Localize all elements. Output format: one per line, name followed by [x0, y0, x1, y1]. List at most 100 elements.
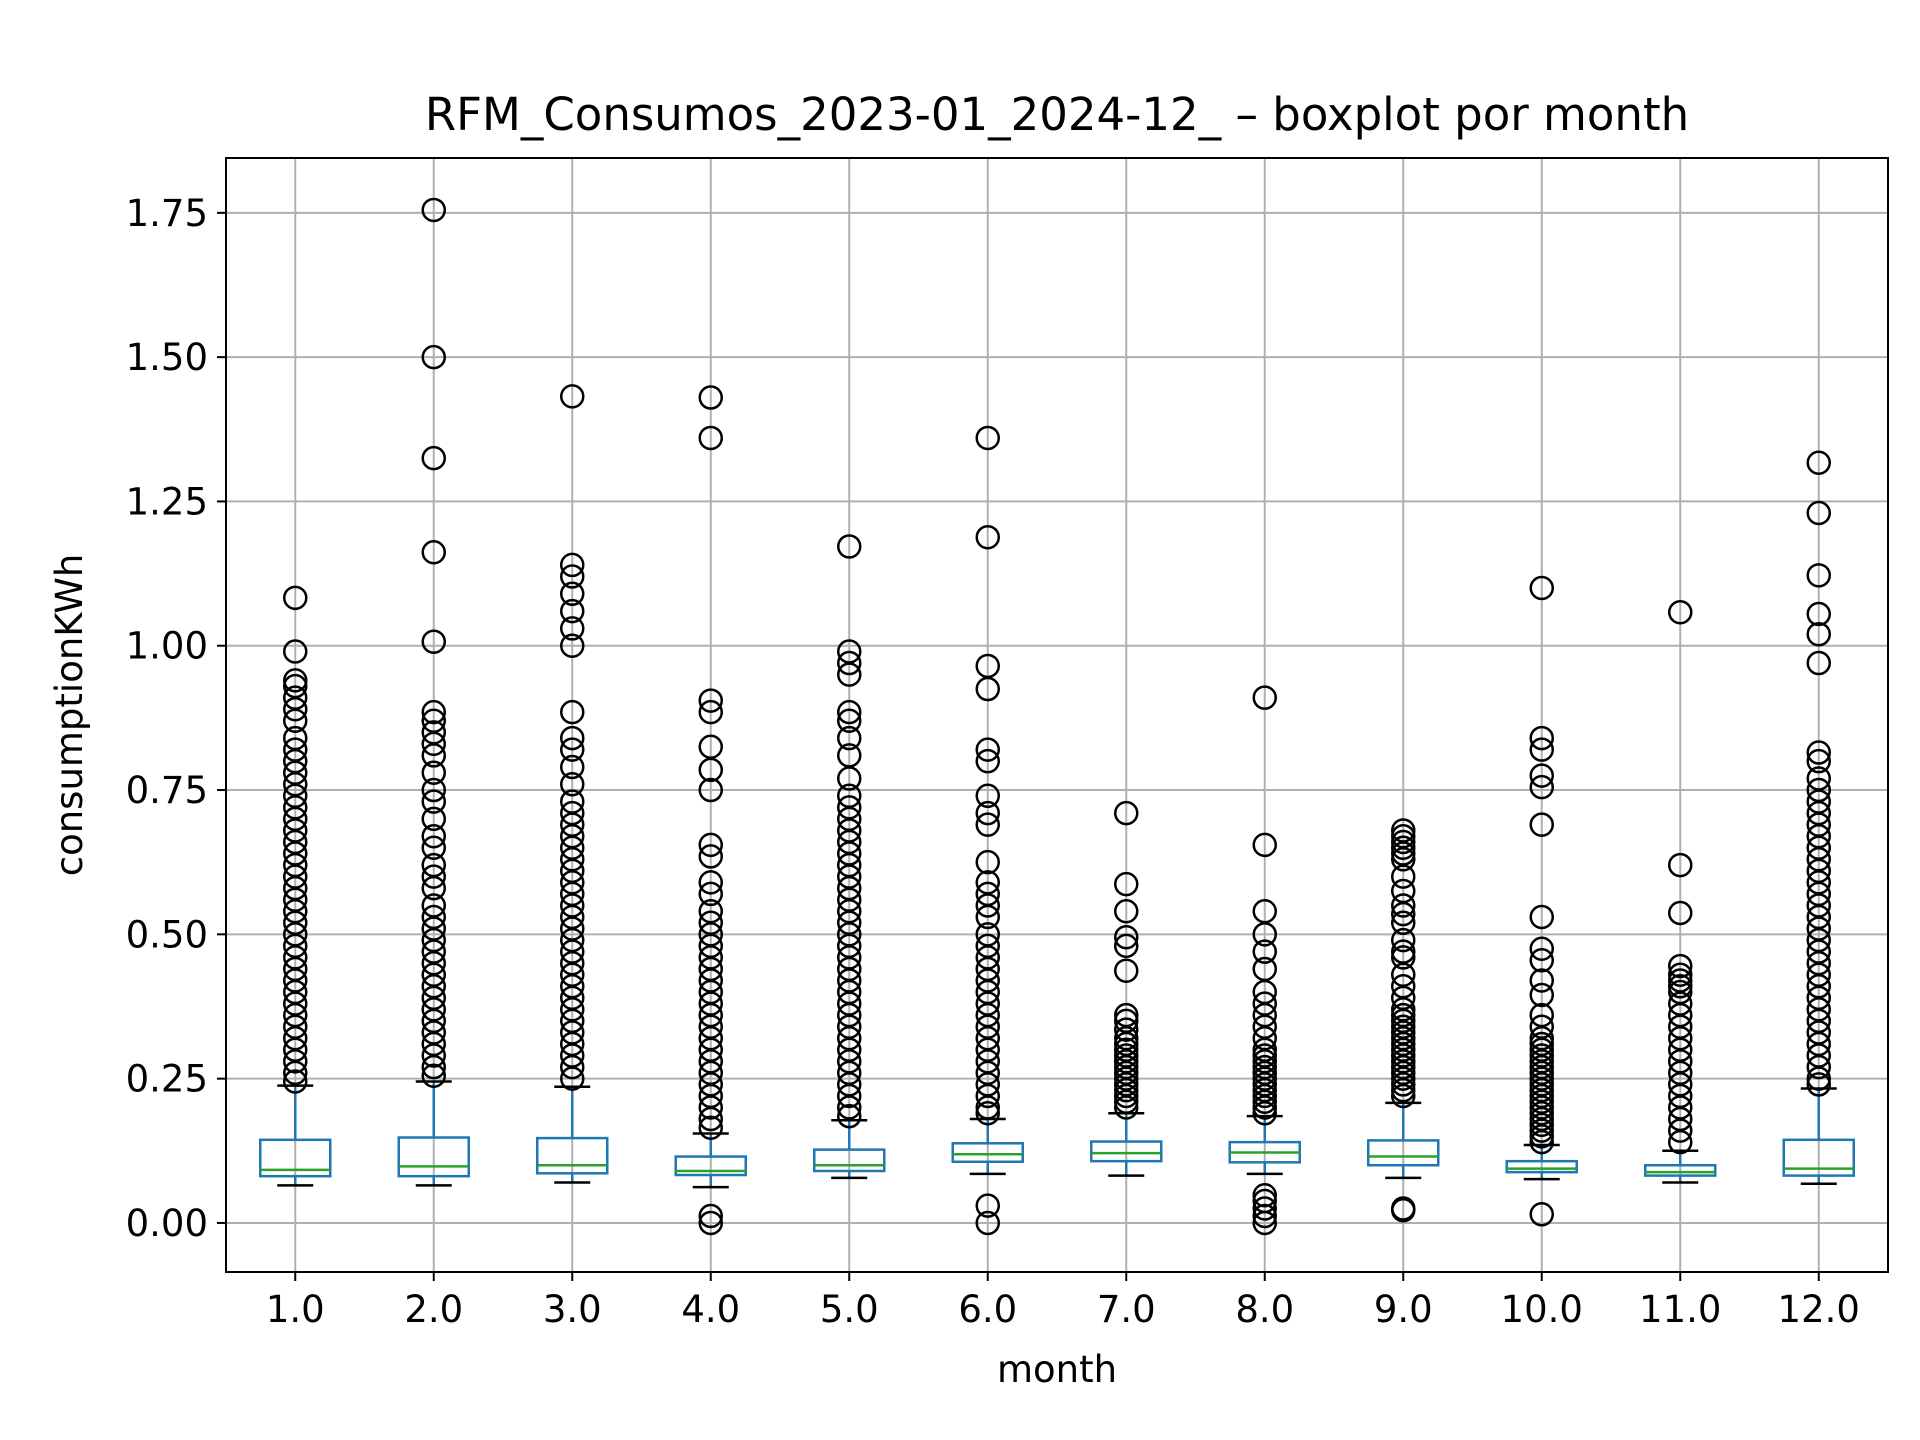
flier-point: [283, 1049, 308, 1074]
x-tick-label: 12.0: [1778, 1288, 1860, 1331]
flier-point: [1806, 563, 1831, 588]
flier-point: [1529, 904, 1554, 930]
flier-point: [1529, 948, 1554, 973]
box-month-11.0: [1644, 1149, 1717, 1184]
flier-point: [1391, 1083, 1416, 1109]
fliers-month-5.0: [837, 534, 862, 1129]
flier-point: [421, 1043, 446, 1068]
flier-point: [1252, 1203, 1277, 1229]
flier-point: [1252, 922, 1277, 947]
flier-point: [421, 539, 446, 565]
flier-point: [698, 832, 723, 858]
flier-point: [1806, 450, 1831, 476]
flier-point: [698, 688, 723, 713]
y-tick-label: 0.50: [126, 913, 208, 956]
flier-point: [698, 1095, 723, 1120]
flier-point: [283, 668, 308, 693]
flier-point: [1252, 832, 1277, 858]
flier-point: [1806, 650, 1831, 676]
x-tick-label: 4.0: [681, 1288, 740, 1331]
flier-point: [1391, 927, 1416, 953]
box-iqr: [1090, 1140, 1163, 1163]
flier-point: [1668, 953, 1693, 979]
flier-point: [1529, 1202, 1554, 1227]
flier-point: [1114, 1083, 1139, 1109]
flier-point: [975, 676, 1000, 702]
fliers-month-1.0: [283, 585, 308, 1094]
flier-point: [560, 633, 585, 658]
flier-point: [1391, 847, 1416, 872]
flier-point: [1668, 1118, 1693, 1143]
flier-point: [1668, 962, 1693, 987]
flier-point: [1391, 1072, 1416, 1097]
flier-point: [421, 835, 446, 861]
flier-point: [1529, 812, 1554, 837]
fliers-month-10.0: [1529, 575, 1554, 1227]
flier-point: [1529, 1112, 1554, 1138]
flier-point: [560, 564, 585, 589]
flier-point: [1252, 939, 1277, 964]
flier-point: [698, 1203, 723, 1229]
box-month-10.0: [1505, 1143, 1578, 1181]
flier-point: [698, 870, 723, 895]
fliers-month-3.0: [560, 384, 585, 1091]
flier-point: [1252, 1095, 1277, 1120]
flier-point: [283, 1069, 308, 1094]
box-iqr: [1367, 1139, 1440, 1167]
flier-point: [837, 699, 862, 725]
flier-point: [975, 1101, 1000, 1126]
flier-point: [560, 1066, 585, 1091]
flier-point: [698, 699, 723, 725]
x-tick-label: 11.0: [1639, 1288, 1721, 1331]
y-tick-label: 1.50: [126, 336, 208, 379]
flier-point: [421, 1063, 446, 1089]
chart-title: RFM_Consumos_2023-01_2024-12_ – boxplot …: [425, 88, 1689, 141]
flier-point: [1668, 900, 1693, 926]
flier-point: [698, 881, 723, 907]
flier-point: [1391, 893, 1416, 918]
flier-point: [1114, 933, 1139, 959]
flier-point: [698, 425, 723, 451]
flier-point: [1529, 774, 1554, 800]
flier-point: [1391, 829, 1416, 855]
flier-point: [837, 708, 862, 734]
flier-point: [1806, 500, 1831, 526]
flier-point: [975, 425, 1000, 451]
fliers-month-6.0: [975, 425, 1000, 1236]
flier-point: [837, 662, 862, 687]
flier-point: [421, 864, 446, 889]
flier-point: [698, 1210, 723, 1236]
flier-point: [1529, 1118, 1554, 1143]
x-tick-label: 8.0: [1235, 1288, 1294, 1331]
y-axis-label: consumptionKWh: [48, 554, 91, 877]
y-tick-label: 1.00: [126, 625, 208, 668]
y-tick-label: 0.25: [126, 1058, 208, 1101]
flier-point: [1391, 910, 1416, 936]
flier-point: [421, 699, 446, 725]
flier-point: [1668, 852, 1693, 878]
flier-point: [560, 772, 585, 797]
flier-point: [560, 725, 585, 751]
flier-point: [975, 812, 1000, 837]
fliers-month-2.0: [421, 197, 446, 1089]
flier-point: [1114, 1077, 1139, 1103]
flier-point: [1114, 800, 1139, 826]
flier-point: [1391, 835, 1416, 861]
flier-point: [1114, 1089, 1139, 1114]
flier-point: [1114, 898, 1139, 924]
x-tick-label: 1.0: [266, 1288, 325, 1331]
flier-point: [421, 445, 446, 471]
flier-point: [1391, 1197, 1416, 1223]
box-month-1.0: [259, 1084, 332, 1187]
flier-point: [837, 1095, 862, 1120]
y-tick-label: 1.75: [126, 192, 208, 235]
flier-point: [560, 737, 585, 762]
flier-point: [1391, 945, 1416, 970]
flier-point: [1806, 1066, 1831, 1091]
flier-point: [1529, 737, 1554, 762]
flier-point: [1529, 725, 1554, 751]
flier-point: [421, 629, 446, 654]
box-iqr: [397, 1136, 470, 1178]
flier-point: [560, 754, 585, 780]
